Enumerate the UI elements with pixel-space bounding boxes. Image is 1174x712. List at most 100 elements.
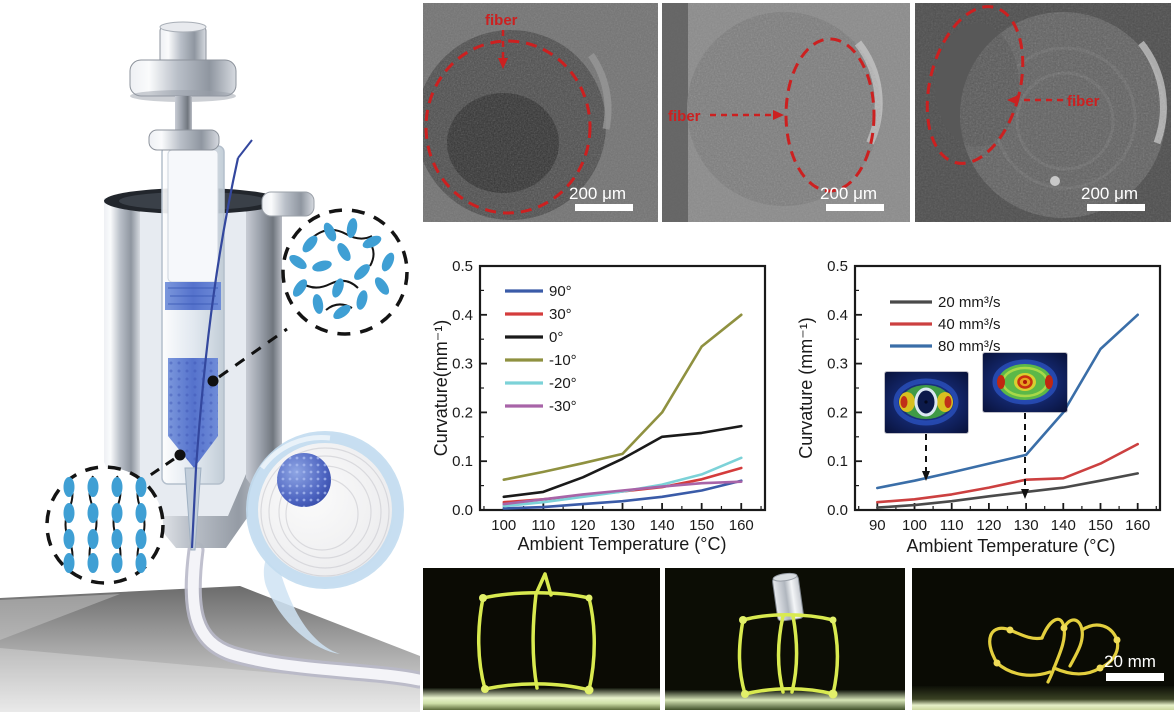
series-line-90°	[502, 479, 743, 510]
chart-flow-rate: Ambient Temperature (°C) Curvature (mm⁻¹…	[795, 250, 1174, 562]
series-line-40 mm³/s	[876, 442, 1140, 504]
inset-disordered-mesogens	[207, 208, 409, 387]
sem-image-3: fiber 200 μm	[915, 3, 1171, 222]
dashed-circle	[45, 465, 165, 585]
legend-label: -30°	[549, 398, 577, 415]
inset-aligned-mesogens	[45, 449, 186, 585]
legend-label: -20°	[549, 375, 577, 392]
svg-text:110: 110	[531, 517, 555, 534]
series-line--30°	[502, 480, 743, 506]
lattice-joints	[479, 594, 594, 695]
scale-bar-label: 20 mm	[1104, 652, 1156, 671]
photo-panel-3: 20 mm	[912, 568, 1174, 710]
svg-text:100: 100	[491, 517, 516, 534]
photo-panel-1	[423, 568, 660, 710]
series-line-20 mm³/s	[876, 472, 1140, 509]
plunger-shaft	[167, 149, 219, 283]
lattice-wireframe	[737, 613, 840, 696]
sem-panel-2: fiber 200 μm	[662, 3, 910, 222]
x-axis-label: Ambient Temperature (°C)	[518, 534, 727, 554]
waxs-pattern-high-temp	[983, 353, 1067, 412]
weight-vial	[772, 572, 804, 622]
plot-area: 100 110 120 130 140 150 160 0.0 0.1 0.2 0.3 0.4 0.5	[452, 258, 767, 534]
svg-text:120: 120	[570, 517, 595, 534]
chart-print-angle-svg: Ambient Temperature (°C) Curvature(mm⁻¹)…	[431, 258, 767, 554]
legend: 90° 30° 0° -10° -20° -30°	[505, 283, 577, 415]
aligned-mesogen-ellipses	[63, 477, 147, 573]
series-line-0°	[502, 424, 743, 499]
legend-label: 80 mm³/s	[938, 338, 1001, 355]
extruded-filament	[184, 541, 420, 689]
svg-text:140: 140	[1051, 517, 1076, 534]
svg-text:0.3: 0.3	[452, 356, 473, 373]
sem-image-2: fiber 200 μm	[662, 3, 910, 222]
svg-text:130: 130	[1014, 517, 1039, 534]
svg-text:0.2: 0.2	[452, 404, 473, 421]
svg-text:0.0: 0.0	[827, 502, 848, 519]
fiber-texture-arcs	[260, 447, 390, 577]
fiber-annotation-ellipse	[784, 37, 876, 193]
fiber-cross-section-magnifier	[246, 431, 404, 654]
svg-text:120: 120	[976, 517, 1001, 534]
scale-bar: 200 μm	[820, 184, 884, 211]
scale-bar-label: 200 μm	[569, 184, 626, 203]
legend-label: 30°	[549, 306, 572, 323]
scale-bar: 200 μm	[1081, 184, 1145, 211]
x-axis-label: Ambient Temperature (°C)	[907, 536, 1116, 556]
scale-bar: 20 mm	[1104, 652, 1164, 681]
svg-text:160: 160	[1125, 517, 1150, 534]
y-axis-label: Curvature (mm⁻¹)	[796, 317, 816, 459]
series-line-80 mm³/s	[876, 313, 1140, 490]
svg-text:100: 100	[902, 517, 927, 534]
fiber-label: fiber	[485, 12, 518, 29]
scale-bar-label: 200 μm	[1081, 184, 1138, 203]
lattice-joints	[739, 616, 838, 699]
barrel-left-wall	[104, 198, 140, 504]
legend-label: 40 mm³/s	[938, 316, 1001, 333]
curled-joints	[993, 624, 1121, 672]
svg-text:0.4: 0.4	[452, 307, 473, 324]
svg-text:0.4: 0.4	[827, 307, 848, 324]
sem-image-1: fiber 200 μm	[423, 3, 658, 222]
svg-text:0.0: 0.0	[452, 502, 473, 519]
legend-label: -10°	[549, 352, 577, 369]
svg-text:0.5: 0.5	[827, 258, 848, 275]
photo-lattice-with-weight	[665, 568, 905, 710]
sem-panel-3: fiber 200 μm	[915, 3, 1171, 222]
plot-area: 90 100 110 120 130 140 150 160 0.0 0.1 0.2 0.3 0.4 0.…	[827, 258, 1162, 534]
printing-schematic-panel	[0, 0, 420, 712]
barrel-right-wall	[246, 198, 282, 500]
svg-text:90: 90	[869, 517, 886, 534]
svg-text:160: 160	[729, 517, 754, 534]
y-axis-label: Curvature(mm⁻¹)	[432, 320, 451, 457]
svg-text:150: 150	[1088, 517, 1113, 534]
glass-syringe	[161, 139, 253, 551]
chart-print-angle: Ambient Temperature (°C) Curvature(mm⁻¹)…	[431, 250, 780, 562]
scale-bar-label: 200 μm	[820, 184, 877, 203]
svg-text:140: 140	[650, 517, 675, 534]
plunger-collar	[148, 129, 220, 151]
scale-bar: 200 μm	[569, 184, 633, 211]
mesogen-ellipses	[289, 218, 395, 320]
printing-schematic-illustration	[0, 21, 420, 712]
photo-curled-structure: 20 mm	[912, 568, 1174, 710]
fiber-label: fiber	[1067, 93, 1100, 110]
svg-text:0.3: 0.3	[827, 356, 848, 373]
svg-text:110: 110	[940, 517, 964, 534]
fiber-label: fiber	[668, 108, 701, 125]
fiber-annotation-ellipse	[925, 5, 1025, 165]
barrel-handle	[261, 191, 315, 217]
lattice-wireframe	[477, 572, 596, 692]
svg-text:0.1: 0.1	[452, 453, 473, 470]
legend: 20 mm³/s 40 mm³/s 80 mm³/s	[890, 294, 1001, 355]
series-line--10°	[502, 313, 743, 481]
fiber-annotation-ellipse	[424, 39, 592, 215]
svg-text:0.1: 0.1	[827, 453, 848, 470]
waxs-inset-arrows	[922, 413, 1029, 499]
photo-panel-2	[665, 568, 905, 710]
sem-panel-1: fiber 200 μm	[423, 3, 658, 222]
svg-text:150: 150	[689, 517, 714, 534]
svg-text:130: 130	[610, 517, 635, 534]
drawn-fiber-thread	[190, 157, 240, 549]
photo-printed-lattice	[423, 568, 660, 710]
